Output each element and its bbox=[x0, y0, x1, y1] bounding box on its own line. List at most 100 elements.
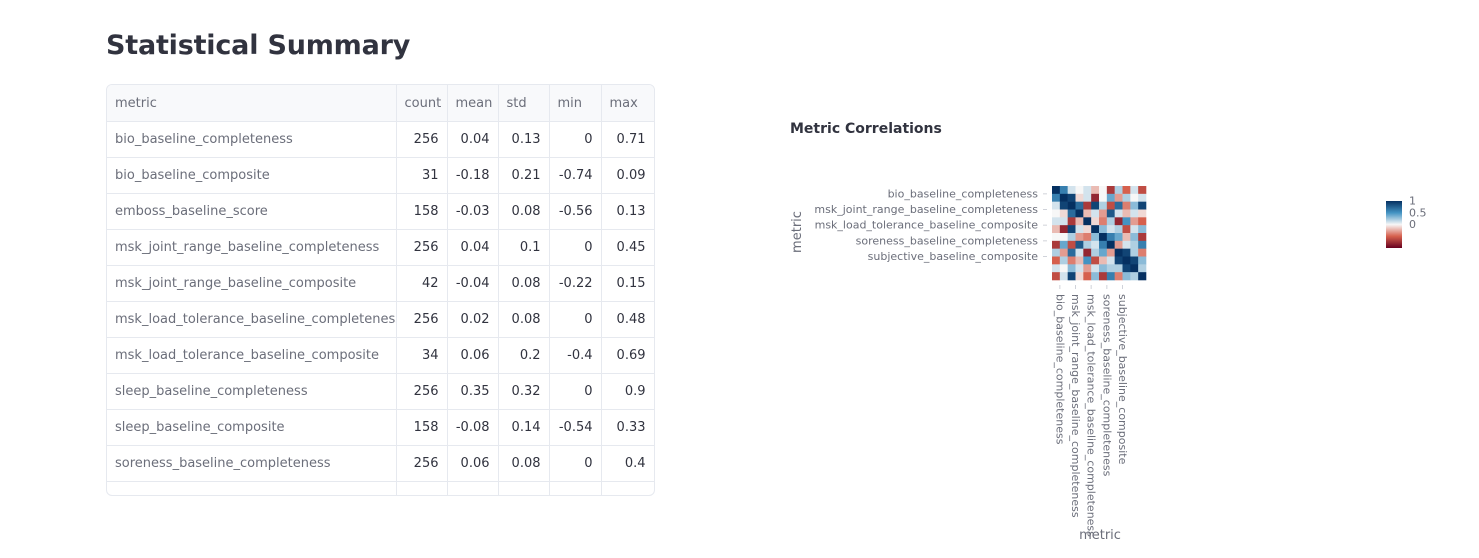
cell-max[interactable]: 0.13 bbox=[601, 193, 654, 230]
cell-empty bbox=[107, 481, 397, 495]
cell-count[interactable]: 158 bbox=[396, 409, 448, 446]
table-row[interactable]: sleep_baseline_composite 158 -0.08 0.14 … bbox=[107, 409, 654, 446]
cell-min[interactable]: -0.54 bbox=[549, 409, 602, 446]
heatmap-cell bbox=[1091, 193, 1100, 202]
heatmap-cell bbox=[1052, 217, 1061, 226]
cell-min[interactable]: -0.4 bbox=[549, 337, 602, 374]
cell-mean[interactable]: 0.04 bbox=[447, 229, 499, 266]
cell-min[interactable]: -0.56 bbox=[549, 193, 602, 230]
cell-max[interactable]: 0.71 bbox=[601, 121, 654, 158]
summary-table[interactable]: metric count mean std min max bio_baseli… bbox=[106, 84, 655, 496]
cell-metric[interactable]: emboss_baseline_score bbox=[107, 193, 397, 230]
cell-mean[interactable]: 0.04 bbox=[447, 121, 499, 158]
cell-mean[interactable]: 0.02 bbox=[447, 301, 499, 338]
cell-metric[interactable]: msk_load_tolerance_baseline_completeness bbox=[107, 301, 397, 338]
heatmap-cell bbox=[1052, 264, 1061, 273]
cell-mean[interactable]: -0.03 bbox=[447, 193, 499, 230]
cell-count[interactable]: 256 bbox=[396, 301, 448, 338]
column-header-metric[interactable]: metric bbox=[107, 85, 397, 122]
table-row[interactable]: msk_load_tolerance_baseline_composite 34… bbox=[107, 337, 654, 374]
cell-max[interactable]: 0.33 bbox=[601, 409, 654, 446]
column-header-min[interactable]: min bbox=[549, 85, 602, 122]
cell-metric[interactable]: msk_joint_range_baseline_composite bbox=[107, 265, 397, 302]
cell-metric[interactable]: bio_baseline_completeness bbox=[107, 121, 397, 158]
cell-count[interactable]: 256 bbox=[396, 121, 448, 158]
cell-count[interactable]: 256 bbox=[396, 229, 448, 266]
column-header-max[interactable]: max bbox=[601, 85, 654, 122]
cell-std[interactable]: 0.08 bbox=[498, 445, 550, 482]
cell-mean[interactable]: 0.35 bbox=[447, 373, 499, 410]
cell-min[interactable]: 0 bbox=[549, 229, 602, 266]
cell-std[interactable]: 0.14 bbox=[498, 409, 550, 446]
heatmap-cell bbox=[1083, 264, 1092, 273]
cell-min[interactable]: -0.22 bbox=[549, 265, 602, 302]
column-header-std[interactable]: std bbox=[498, 85, 550, 122]
cell-min[interactable]: 0 bbox=[549, 301, 602, 338]
cell-metric[interactable]: bio_baseline_composite bbox=[107, 157, 397, 194]
cell-std[interactable]: 0.1 bbox=[498, 229, 550, 266]
cell-mean[interactable]: 0.06 bbox=[447, 337, 499, 374]
table-row[interactable]: sleep_baseline_completeness 256 0.35 0.3… bbox=[107, 373, 654, 410]
cell-min[interactable]: -0.74 bbox=[549, 157, 602, 194]
cell-max[interactable]: 0.69 bbox=[601, 337, 654, 374]
cell-min[interactable]: 0 bbox=[549, 121, 602, 158]
cell-metric[interactable]: sleep_baseline_composite bbox=[107, 409, 397, 446]
cell-metric[interactable]: msk_joint_range_baseline_completeness bbox=[107, 229, 397, 266]
chart-title: Metric Correlations bbox=[790, 121, 942, 137]
cell-max[interactable]: 0.09 bbox=[601, 157, 654, 194]
cell-count[interactable]: 158 bbox=[396, 193, 448, 230]
cell-count[interactable]: 34 bbox=[396, 337, 448, 374]
heatmap-cell bbox=[1083, 209, 1092, 218]
cell-max[interactable]: 0.4 bbox=[601, 445, 654, 482]
cell-max[interactable]: 0.9 bbox=[601, 373, 654, 410]
heatmap-cell bbox=[1099, 193, 1108, 202]
cell-count[interactable]: 256 bbox=[396, 445, 448, 482]
cell-mean[interactable]: -0.08 bbox=[447, 409, 499, 446]
cell-std[interactable]: 0.08 bbox=[498, 301, 550, 338]
heatmap-cell bbox=[1052, 186, 1061, 195]
table-row[interactable]: emboss_baseline_score 158 -0.03 0.08 -0.… bbox=[107, 193, 654, 230]
heatmap-cell bbox=[1091, 186, 1100, 195]
heatmap-cell bbox=[1067, 256, 1076, 265]
cell-max[interactable]: 0.48 bbox=[601, 301, 654, 338]
cell-count[interactable]: 42 bbox=[396, 265, 448, 302]
column-header-count[interactable]: count bbox=[396, 85, 448, 122]
cell-std[interactable]: 0.08 bbox=[498, 265, 550, 302]
cell-min[interactable]: 0 bbox=[549, 373, 602, 410]
cell-mean[interactable]: 0.06 bbox=[447, 445, 499, 482]
heatmap-cell bbox=[1114, 256, 1123, 265]
cell-std[interactable]: 0.21 bbox=[498, 157, 550, 194]
heatmap-cell bbox=[1067, 217, 1076, 226]
cell-std[interactable]: 0.13 bbox=[498, 121, 550, 158]
heatmap-cell bbox=[1075, 272, 1084, 281]
y-tick-label: bio_baseline_completeness bbox=[888, 187, 1039, 200]
cell-std[interactable]: 0.08 bbox=[498, 193, 550, 230]
cell-std[interactable]: 0.32 bbox=[498, 373, 550, 410]
cell-max[interactable]: 0.15 bbox=[601, 265, 654, 302]
heatmap-cell bbox=[1099, 264, 1108, 273]
table-row[interactable]: msk_joint_range_baseline_completeness 25… bbox=[107, 229, 654, 266]
cell-metric[interactable]: msk_load_tolerance_baseline_composite bbox=[107, 337, 397, 374]
cell-max[interactable]: 0.45 bbox=[601, 229, 654, 266]
x-tick-label: msk_load_tolerance_baseline_completeness bbox=[1085, 294, 1098, 537]
cell-mean[interactable]: -0.18 bbox=[447, 157, 499, 194]
table-row[interactable]: msk_load_tolerance_baseline_completeness… bbox=[107, 301, 654, 338]
column-header-mean[interactable]: mean bbox=[447, 85, 499, 122]
cell-mean[interactable]: -0.04 bbox=[447, 265, 499, 302]
heatmap-cell bbox=[1138, 248, 1147, 257]
cell-count[interactable]: 31 bbox=[396, 157, 448, 194]
heatmap-cell bbox=[1122, 225, 1131, 234]
cell-min[interactable]: 0 bbox=[549, 445, 602, 482]
cell-count[interactable]: 256 bbox=[396, 373, 448, 410]
cell-std[interactable]: 0.2 bbox=[498, 337, 550, 374]
heatmap-cell bbox=[1083, 240, 1092, 249]
heatmap-cell bbox=[1122, 186, 1131, 195]
cell-metric[interactable]: soreness_baseline_completeness bbox=[107, 445, 397, 482]
heatmap-cell bbox=[1099, 201, 1108, 210]
table-row[interactable]: msk_joint_range_baseline_composite 42 -0… bbox=[107, 265, 654, 302]
heatmap-cell bbox=[1106, 272, 1115, 281]
table-row[interactable]: bio_baseline_completeness 256 0.04 0.13 … bbox=[107, 121, 654, 158]
cell-metric[interactable]: sleep_baseline_completeness bbox=[107, 373, 397, 410]
table-row[interactable]: soreness_baseline_completeness 256 0.06 … bbox=[107, 445, 654, 482]
table-row[interactable]: bio_baseline_composite 31 -0.18 0.21 -0.… bbox=[107, 157, 654, 194]
